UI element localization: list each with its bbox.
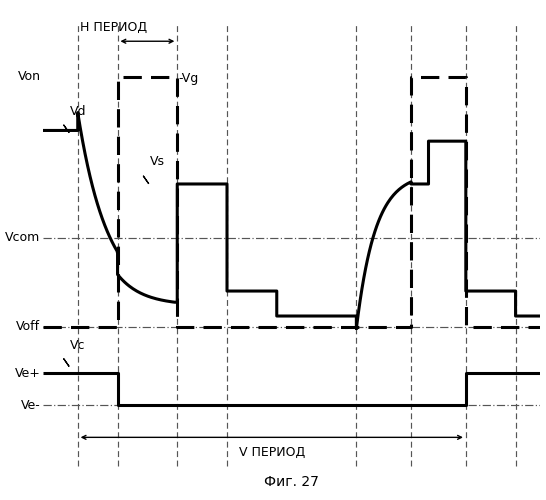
Text: Ve+: Ve+: [15, 366, 40, 380]
Text: Vc: Vc: [70, 338, 86, 351]
Text: V ПЕРИОД: V ПЕРИОД: [239, 446, 305, 460]
Text: Voff: Voff: [16, 320, 40, 333]
Text: Ve-: Ve-: [21, 398, 40, 411]
Text: -Vg: -Vg: [178, 72, 199, 85]
Text: Von: Von: [17, 70, 40, 84]
Text: Н ПЕРИОД: Н ПЕРИОД: [80, 21, 147, 34]
Text: Vcom: Vcom: [5, 231, 40, 244]
Text: Фиг. 27: Фиг. 27: [264, 475, 319, 489]
Text: Vs: Vs: [150, 155, 165, 168]
Text: Vd: Vd: [70, 105, 87, 118]
